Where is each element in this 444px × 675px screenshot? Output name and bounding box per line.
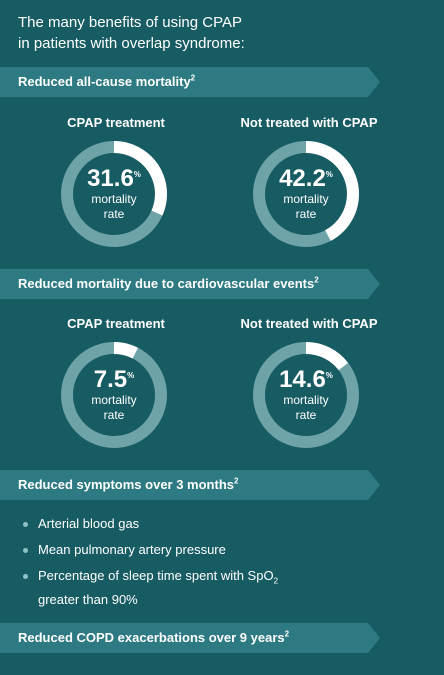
footnote-ref: 2 [314, 275, 319, 285]
donut-arc [253, 342, 359, 448]
stat-label: rate [295, 408, 317, 422]
panel-heading-cpap: CPAP treatment [67, 115, 165, 130]
list-item: Percentage of sleep time spent with SpO2… [18, 567, 418, 609]
stat-value: 31.6% [87, 165, 141, 192]
stat-value: 42.2% [279, 165, 333, 192]
section-title: Reduced all-cause mortality [18, 74, 191, 89]
stat-label: rate [103, 408, 125, 422]
stat-label: rate [103, 207, 125, 221]
intro-line-2: in patients with overlap syndrome: [18, 35, 245, 52]
list-item: Mean pulmonary artery pressure [18, 541, 418, 559]
section-title: Reduced symptoms over 3 months [18, 477, 234, 492]
section-title: Reduced mortality due to cardiovascular … [18, 276, 315, 291]
stat-label: mortality [283, 393, 329, 407]
stat-label: rate [295, 207, 317, 221]
donut-chart [61, 342, 167, 448]
stat-value: 14.6% [279, 366, 333, 393]
section-banner-all-cause-mortality: Reduced all-cause mortality2 [0, 67, 380, 97]
bullet-dot-icon [23, 574, 28, 579]
section-banner-cardiovascular-mortality: Reduced mortality due to cardiovascular … [0, 269, 380, 299]
panel-heading-no-cpap: Not treated with CPAP [240, 115, 378, 130]
donut-arc [61, 342, 167, 448]
footnote-ref: 2 [190, 73, 196, 83]
symptom-list: Arterial blood gas Mean pulmonary artery… [18, 515, 418, 617]
panel-heading-no-cpap: Not treated with CPAP [240, 316, 378, 331]
footnote-ref: 2 [284, 629, 290, 639]
stat-label: mortality [283, 192, 329, 206]
donut-chart [61, 141, 167, 247]
intro-line-1: The many benefits of using CPAP [18, 14, 243, 31]
stat-value: 7.5% [93, 366, 135, 393]
bullet-dot-icon [23, 548, 28, 553]
bullet-dot-icon [23, 522, 28, 527]
donut-ring: 14.6% mortality rate [251, 340, 361, 450]
stat-label: mortality [91, 393, 137, 407]
donut-ring: 7.5% mortality rate [59, 340, 169, 450]
donut-ring: 31.6% mortality rate [59, 139, 169, 249]
footnote-ref: 2 [234, 476, 239, 486]
section-banner-copd-exacerbations: Reduced COPD exacerbations over 9 years2 [0, 623, 380, 653]
donut-chart [253, 141, 359, 247]
section-banner-symptoms: Reduced symptoms over 3 months2 [0, 470, 380, 500]
donut-arc [253, 141, 359, 247]
panel-heading-cpap: CPAP treatment [67, 316, 165, 331]
intro-text: The many benefits of using CPAP in patie… [18, 12, 418, 54]
donut-arc [61, 141, 167, 247]
section-title: Reduced COPD exacerbations over 9 years [18, 630, 285, 645]
donut-ring: 42.2% mortality rate [251, 139, 361, 249]
list-item: Arterial blood gas [18, 515, 418, 533]
stat-label: mortality [91, 192, 137, 206]
donut-chart [253, 342, 359, 448]
